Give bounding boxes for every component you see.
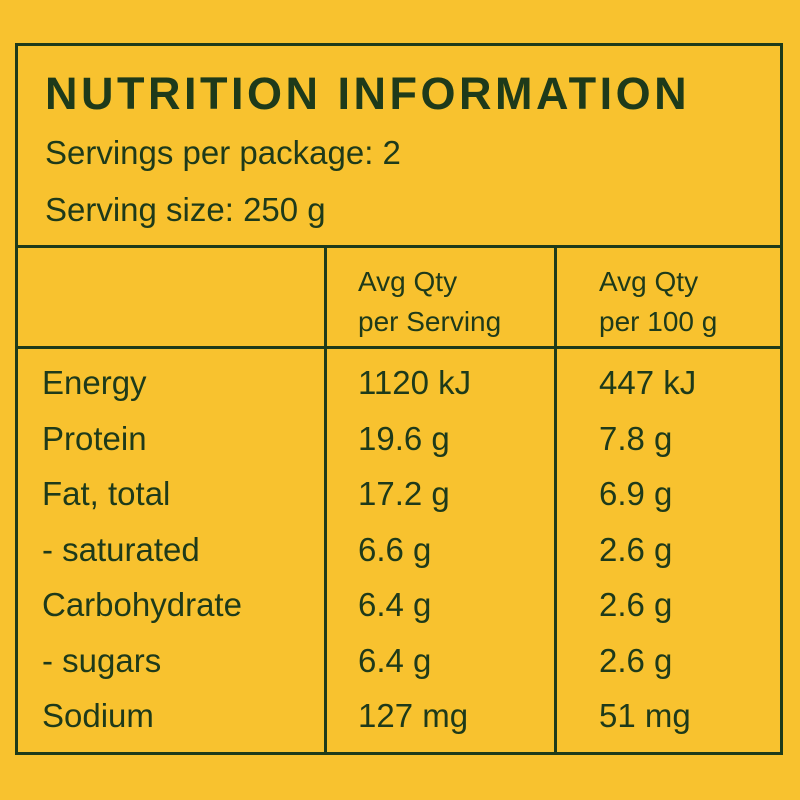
per-serving-value: 19.6 g bbox=[358, 419, 450, 457]
serving-size: Serving size: 250 g bbox=[45, 191, 326, 228]
per-serving-value: 17.2 g bbox=[358, 475, 450, 512]
nutrient-name: Energy bbox=[42, 364, 147, 401]
column-divider-2 bbox=[554, 248, 557, 752]
nutrient-name: - sugars bbox=[42, 641, 162, 679]
per-100g-value: 447 kJ bbox=[599, 364, 697, 401]
column-header-per-serving: Avg Qty per Serving bbox=[358, 262, 501, 342]
nutrition-panel: NUTRITION INFORMATION Servings per packa… bbox=[15, 43, 783, 755]
table-row: - sugars 6.4 g 2.6 g bbox=[18, 642, 780, 698]
table-row: Energy 1120 kJ 447 kJ bbox=[18, 364, 780, 420]
per-100g-value: 2.6 g bbox=[599, 641, 673, 679]
per-100g-value: 6.9 g bbox=[599, 475, 673, 512]
nutrient-name: Fat, total bbox=[42, 475, 171, 512]
header-divider bbox=[18, 245, 780, 248]
nutrient-name: Protein bbox=[42, 419, 147, 457]
table-row: Protein 19.6 g 7.8 g bbox=[18, 420, 780, 476]
column-header-per-100g: Avg Qty per 100 g bbox=[599, 262, 717, 342]
column-header-divider bbox=[18, 346, 780, 349]
nutrient-name: - saturated bbox=[42, 530, 200, 568]
column-header-line: per 100 g bbox=[599, 306, 718, 337]
panel-title: NUTRITION INFORMATION bbox=[45, 68, 691, 119]
column-header-line: Avg Qty bbox=[599, 266, 699, 297]
per-100g-value: 51 mg bbox=[599, 697, 691, 734]
per-100g-value: 2.6 g bbox=[599, 586, 673, 623]
column-header-line: per Serving bbox=[358, 306, 502, 337]
table-row: Fat, total 17.2 g 6.9 g bbox=[18, 475, 780, 531]
nutrient-rows: Energy 1120 kJ 447 kJ Protein 19.6 g 7.8… bbox=[18, 364, 780, 753]
per-serving-value: 1120 kJ bbox=[358, 364, 472, 401]
per-serving-value: 6.4 g bbox=[358, 641, 432, 679]
column-header-line: Avg Qty bbox=[358, 266, 458, 297]
table-row: Carbohydrate 6.4 g 2.6 g bbox=[18, 586, 780, 642]
per-100g-value: 2.6 g bbox=[599, 530, 673, 568]
per-serving-value: 127 mg bbox=[358, 697, 469, 734]
per-serving-value: 6.6 g bbox=[358, 530, 432, 568]
per-serving-value: 6.4 g bbox=[358, 586, 432, 623]
nutrient-name: Sodium bbox=[42, 697, 154, 734]
servings-per-package: Servings per package: 2 bbox=[45, 134, 401, 171]
table-row: Sodium 127 mg 51 mg bbox=[18, 697, 780, 753]
column-divider-1 bbox=[324, 248, 327, 752]
table-row: - saturated 6.6 g 2.6 g bbox=[18, 531, 780, 587]
nutrient-name: Carbohydrate bbox=[42, 586, 242, 623]
per-100g-value: 7.8 g bbox=[599, 419, 673, 457]
